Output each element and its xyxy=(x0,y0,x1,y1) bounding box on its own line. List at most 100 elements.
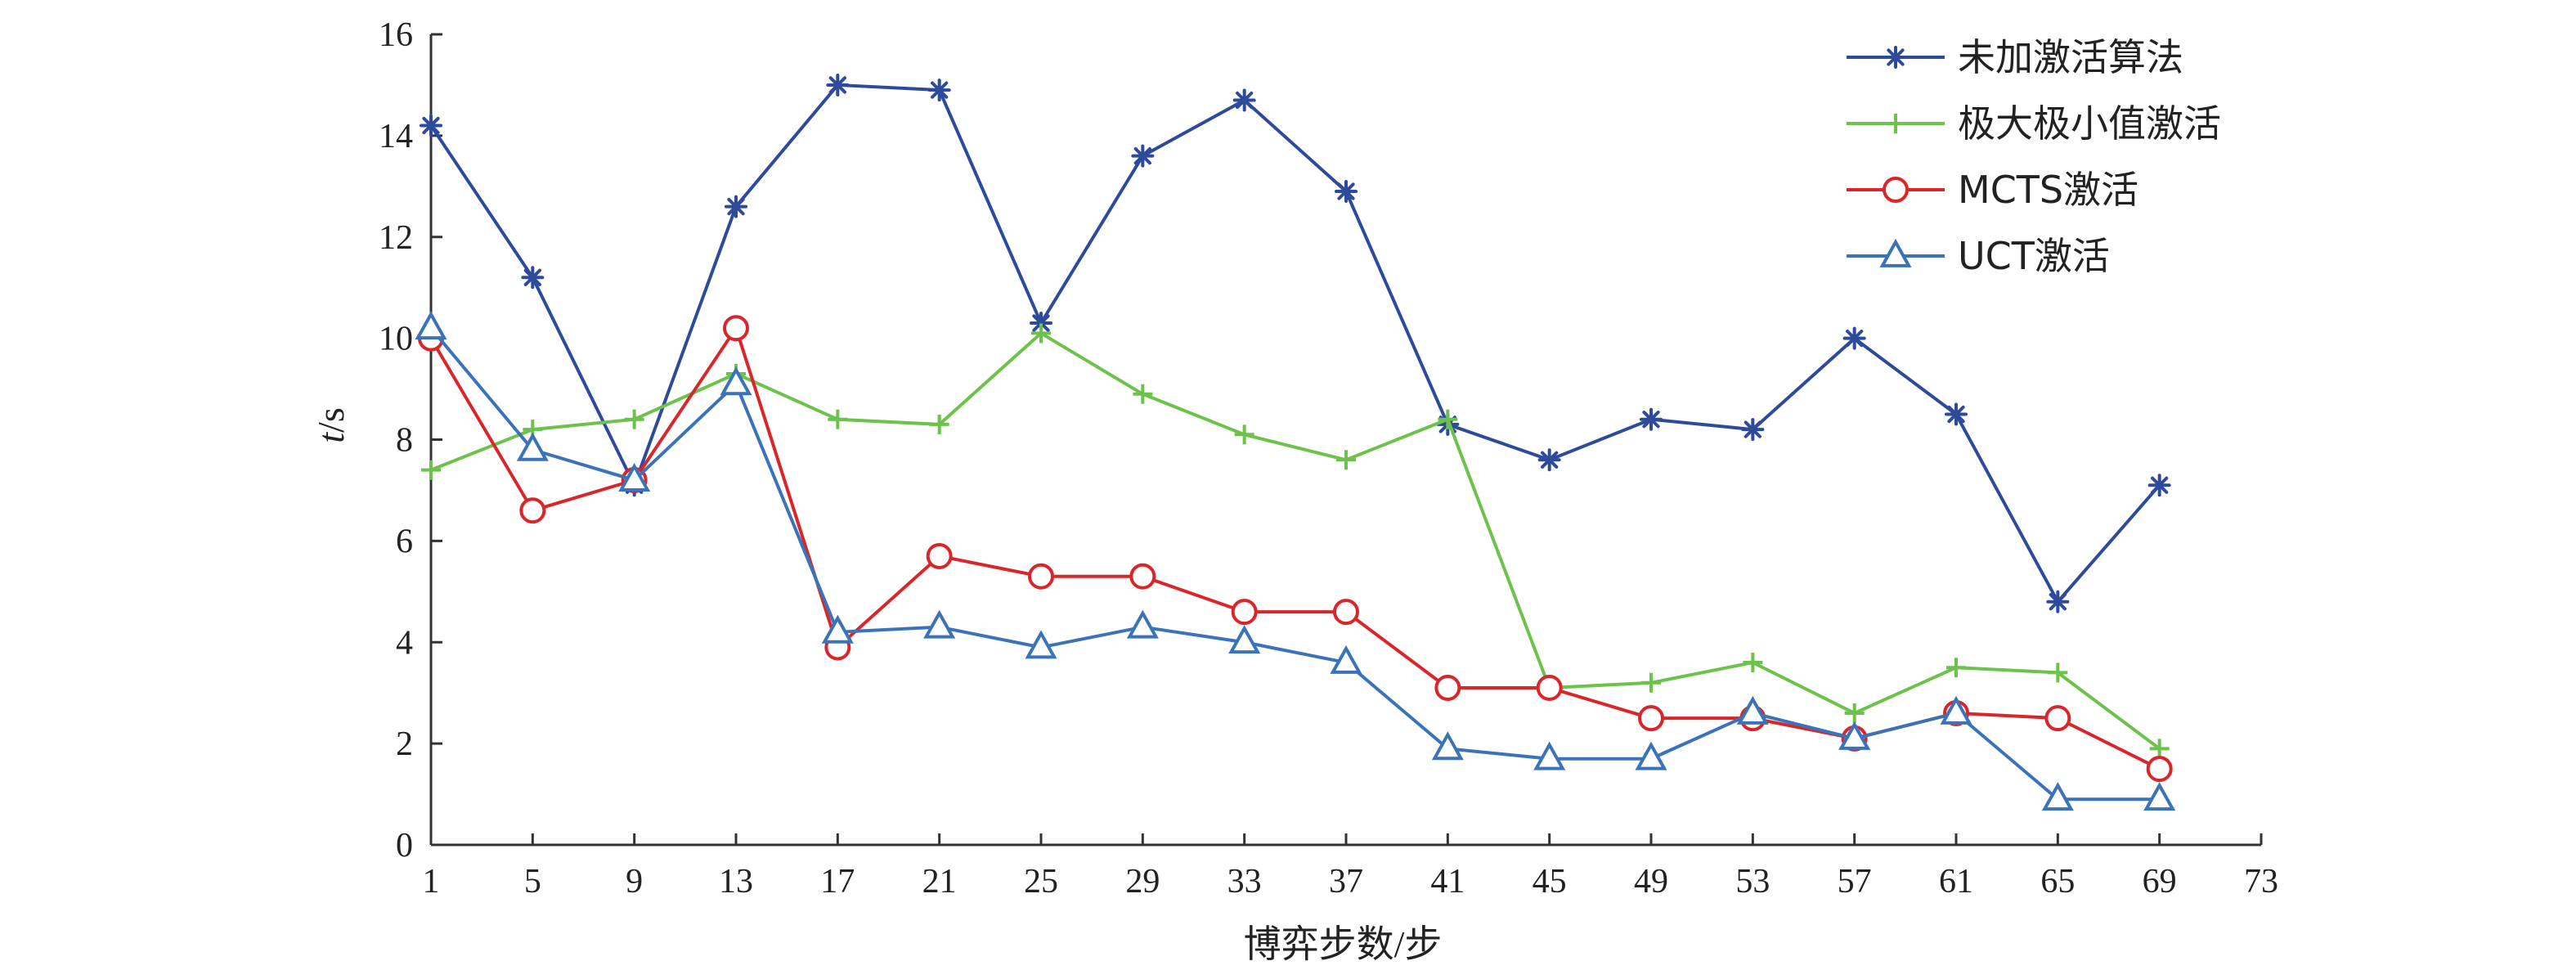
x-tick-label: 61 xyxy=(1939,863,1973,900)
x-tick-label: 13 xyxy=(719,863,753,900)
series-2-point xyxy=(1031,323,1051,344)
legend-marker xyxy=(1879,238,1912,267)
series-2-point xyxy=(1234,424,1254,445)
x-tick-label: 65 xyxy=(2040,863,2075,900)
series-1-point xyxy=(1335,180,1358,204)
y-tick-label: 8 xyxy=(396,422,413,460)
x-tick-label: 25 xyxy=(1024,863,1058,900)
series-1-point xyxy=(420,114,442,137)
series-4-point xyxy=(923,609,956,639)
series-2-point xyxy=(1641,672,1661,693)
x-tick-label: 41 xyxy=(1430,863,1465,900)
series-4-point xyxy=(1431,731,1464,761)
series-1-point xyxy=(1640,407,1663,431)
series-2-point xyxy=(828,409,848,429)
series-4-point xyxy=(2041,782,2074,811)
series-3-point xyxy=(1434,674,1461,701)
series-2-point xyxy=(624,409,644,429)
legend-marker xyxy=(1883,177,1909,203)
x-tick-label: 49 xyxy=(1634,863,1668,900)
series-2-point xyxy=(929,414,949,434)
series-4-point xyxy=(1533,741,1566,770)
y-tick-label: 12 xyxy=(379,219,413,257)
series-3-point xyxy=(926,542,953,569)
series-4-point xyxy=(1838,721,1871,750)
y-tick-label: 2 xyxy=(396,725,413,763)
legend-label: UCT激活 xyxy=(1958,234,2110,278)
x-tick-label: 33 xyxy=(1227,863,1262,900)
series-4-point xyxy=(516,432,549,461)
series-4-point xyxy=(821,614,854,644)
series-4-point xyxy=(1736,695,1769,725)
y-tick-label: 6 xyxy=(396,523,413,560)
series-3-point xyxy=(1129,563,1156,590)
series-4-point xyxy=(1025,630,1057,659)
series-2-point xyxy=(1336,450,1356,470)
series-1-point xyxy=(521,266,545,290)
series-1-point xyxy=(2147,474,2171,497)
legend-item-2: 极大极小值激活 xyxy=(1847,101,2221,146)
series-4-point xyxy=(1228,625,1261,654)
legend-item-4: UCT激活 xyxy=(1847,234,2110,278)
x-tick-label: 37 xyxy=(1329,863,1363,900)
axes: 1 5 9 13 17 21 25 29 33 37 41 45 49 53 57 61 65 69 73 0 2 4 6 8… xyxy=(379,16,2278,900)
series-2-point xyxy=(1438,409,1458,429)
series-3-point xyxy=(1231,599,1258,626)
legend-label: 未加激活算法 xyxy=(1958,35,2183,79)
series-layer xyxy=(415,73,2176,811)
series-4-point xyxy=(1330,644,1362,674)
y-tick-label: 16 xyxy=(379,16,413,54)
series-1-point xyxy=(1945,402,1968,426)
series-4 xyxy=(415,311,2176,811)
y-axis-title-italic: t xyxy=(310,432,352,443)
x-tick-label: 17 xyxy=(820,863,855,900)
series-1-point xyxy=(1232,88,1256,112)
x-axis-title: 博弈步数/步 xyxy=(1244,923,1443,965)
series-4-point xyxy=(618,462,651,492)
x-tick-label: 57 xyxy=(1838,863,1872,900)
series-4-point xyxy=(720,366,752,396)
series-1-point xyxy=(725,195,747,218)
x-tick-label: 53 xyxy=(1735,863,1770,900)
legend-marker xyxy=(1886,114,1905,133)
x-tick-label: 45 xyxy=(1533,863,1567,900)
legend-item-3: MCTS激活 xyxy=(1847,168,2138,212)
legend-label: 极大极小值激活 xyxy=(1958,101,2221,146)
legend-label: MCTS激活 xyxy=(1958,168,2138,212)
y-tick-label: 14 xyxy=(379,118,413,155)
series-3-line xyxy=(429,326,2161,770)
x-tick-label: 1 xyxy=(423,863,440,900)
series-3-point xyxy=(2146,756,2173,783)
series-4-point xyxy=(2143,782,2176,811)
series-2 xyxy=(421,323,2170,759)
series-1-point xyxy=(927,79,951,102)
series-2-point xyxy=(1946,658,1966,678)
series-1-point xyxy=(1741,418,1765,442)
x-tick-label: 5 xyxy=(524,863,541,900)
series-2-point xyxy=(2048,662,2068,683)
series-4-line xyxy=(429,326,2160,802)
series-3-point xyxy=(519,497,546,524)
series-1-point xyxy=(1131,144,1155,168)
series-1-point xyxy=(1537,448,1561,472)
series-2-point xyxy=(1844,703,1865,723)
series-1-point xyxy=(1842,326,1866,350)
x-tick-label: 9 xyxy=(626,863,643,900)
series-2-point xyxy=(1743,653,1763,673)
series-1-point xyxy=(1030,312,1052,335)
series-4-point xyxy=(415,311,447,340)
series-3 xyxy=(418,315,2173,783)
legend-marker xyxy=(1884,46,1907,69)
series-3-point xyxy=(1028,563,1054,590)
series-1-point xyxy=(826,73,850,97)
series-2-point xyxy=(421,460,441,480)
series-1 xyxy=(420,73,2171,613)
x-tick-label: 73 xyxy=(2244,863,2278,900)
y-tick-label: 10 xyxy=(379,321,413,358)
series-4-point xyxy=(1940,695,1972,725)
series-2-point xyxy=(1133,384,1153,404)
series-3-point xyxy=(1536,674,1563,701)
y-tick-label: 0 xyxy=(396,827,413,864)
